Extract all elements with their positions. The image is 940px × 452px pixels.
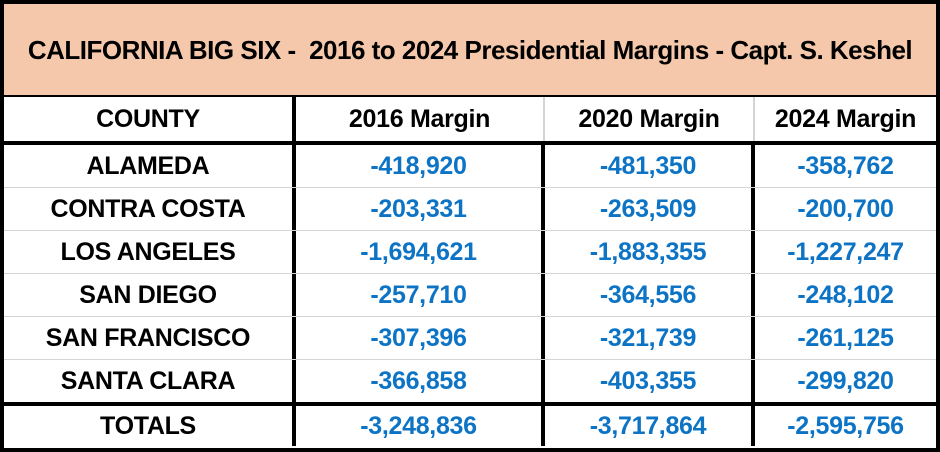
margin-2016-cell: -366,858 (296, 360, 545, 402)
table-title: CALIFORNIA BIG SIX - 2016 to 2024 Presid… (4, 4, 936, 97)
margin-2020-cell: -403,355 (545, 360, 755, 402)
margin-2024-cell: -358,762 (797, 151, 894, 180)
header-row: COUNTY 2016 Margin 2020 Margin 2024 Marg… (4, 97, 936, 145)
margin-2016-cell: -257,710 (296, 274, 545, 316)
table-row-santa-clara: SANTA CLARA -366,858 -403,355 -299,820 (4, 360, 936, 406)
margin-2020-cell: -321,739 (545, 317, 755, 359)
county-cell: SAN DIEGO (4, 274, 296, 316)
totals-row: TOTALS -3,248,836 -3,717,864 -2,595,756 (4, 406, 936, 446)
county-cell: ALAMEDA (4, 145, 296, 187)
margin-2016-cell: -307,396 (296, 317, 545, 359)
margin-2024-cell: -299,820 (797, 366, 894, 395)
margin-2024-cell: -248,102 (797, 280, 894, 309)
table-row-san-diego: SAN DIEGO -257,710 -364,556 -248,102 (4, 274, 936, 317)
table-row-alameda: ALAMEDA -418,920 -481,350 -358,762 (4, 145, 936, 188)
margin-2016-cell: -203,331 (296, 188, 545, 230)
margin-2020-cell: -481,350 (545, 145, 755, 187)
county-cell: LOS ANGELES (4, 231, 296, 273)
county-cell: SANTA CLARA (4, 360, 296, 402)
margin-2024-cell: -1,227,247 (787, 237, 904, 266)
margin-2024-cell: -200,700 (797, 194, 894, 223)
header-2024-margin: 2024 Margin (774, 104, 917, 133)
header-county: COUNTY (4, 97, 296, 141)
table-row-los-angeles: LOS ANGELES -1,694,621 -1,883,355 -1,227… (4, 231, 936, 274)
margin-2020-cell: -1,883,355 (545, 231, 755, 273)
table-row-san-francisco: SAN FRANCISCO -307,396 -321,739 -261,125 (4, 317, 936, 360)
margin-2020-cell: -364,556 (545, 274, 755, 316)
margin-2016-cell: -418,920 (296, 145, 545, 187)
totals-label: TOTALS (4, 406, 296, 446)
header-2020-margin: 2020 Margin (545, 97, 755, 141)
totals-2016-cell: -3,248,836 (296, 406, 545, 446)
table-row-contra-costa: CONTRA COSTA -203,331 -263,509 -200,700 (4, 188, 936, 231)
county-cell: SAN FRANCISCO (4, 317, 296, 359)
margin-2020-cell: -263,509 (545, 188, 755, 230)
county-cell: CONTRA COSTA (4, 188, 296, 230)
totals-2020-cell: -3,717,864 (545, 406, 755, 446)
header-2016-margin: 2016 Margin (296, 97, 545, 141)
totals-2024-cell: -2,595,756 (787, 411, 904, 440)
margin-2024-cell: -261,125 (797, 323, 894, 352)
margin-2016-cell: -1,694,621 (296, 231, 545, 273)
